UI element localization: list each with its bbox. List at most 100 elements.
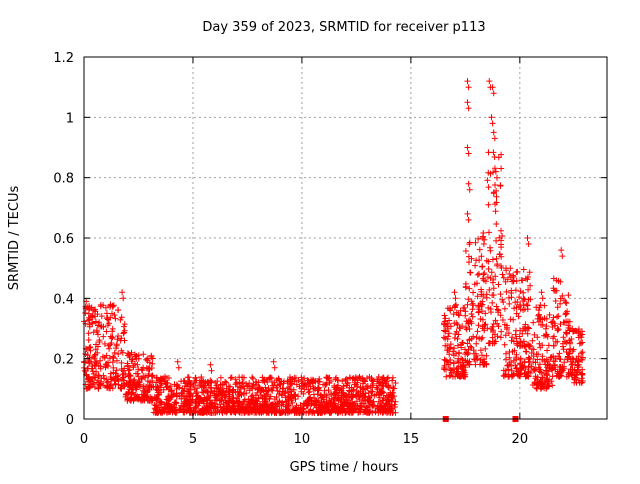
data-point (574, 362, 581, 369)
data-point (198, 374, 205, 380)
data-point (547, 354, 554, 361)
data-point (169, 409, 176, 416)
data-point (521, 343, 528, 350)
data-point (504, 324, 511, 331)
data-point (325, 387, 332, 394)
data-point (220, 403, 227, 410)
chart-title: Day 359 of 2023, SRMTID for receiver p11… (202, 20, 485, 35)
data-point (575, 329, 582, 335)
data-point (471, 281, 478, 288)
data-point (101, 375, 108, 382)
data-point (222, 378, 229, 385)
data-point (114, 357, 120, 364)
data-point (576, 340, 583, 347)
data-point (484, 177, 491, 184)
data-point (332, 376, 339, 383)
data-point (234, 380, 241, 387)
data-point (446, 372, 453, 379)
data-point (530, 366, 537, 372)
data-point (231, 405, 238, 412)
data-point (533, 304, 540, 311)
data-point (525, 286, 532, 293)
data-point (535, 364, 542, 371)
data-point (517, 288, 524, 295)
data-point (502, 332, 509, 339)
data-point (85, 357, 92, 364)
data-point (198, 383, 205, 390)
data-point (108, 340, 115, 346)
data-point (288, 397, 295, 404)
data-point (542, 325, 549, 332)
data-point (97, 357, 104, 364)
data-point (501, 341, 508, 348)
data-point (536, 340, 543, 347)
data-point (441, 321, 448, 328)
data-point (531, 379, 538, 386)
data-point (392, 409, 399, 416)
data-point (100, 333, 107, 340)
data-point (178, 395, 185, 402)
data-point (331, 384, 338, 391)
data-point (334, 409, 341, 416)
data-point (550, 275, 557, 282)
data-point (489, 256, 496, 263)
data-point (157, 400, 164, 407)
data-point (445, 361, 452, 368)
data-point (364, 385, 371, 392)
data-point (466, 326, 473, 332)
data-point (219, 391, 226, 398)
data-point (85, 330, 92, 337)
data-point (127, 372, 134, 379)
data-point (172, 406, 179, 413)
data-point (213, 384, 219, 391)
data-point (551, 320, 558, 327)
data-point (494, 333, 501, 340)
data-point (575, 334, 582, 341)
data-point (223, 379, 230, 386)
data-point (515, 313, 522, 320)
data-point (567, 339, 573, 346)
data-point (205, 393, 212, 400)
data-point (214, 378, 221, 385)
data-point (529, 337, 536, 344)
data-point (125, 372, 132, 379)
data-point (534, 356, 541, 363)
data-point (537, 344, 544, 351)
data-point (307, 408, 314, 415)
data-point (466, 259, 472, 266)
data-point (575, 358, 582, 365)
data-point (205, 380, 212, 387)
data-point (485, 304, 492, 311)
data-point (455, 349, 462, 356)
data-point (171, 391, 177, 398)
data-point (451, 335, 458, 341)
data-point (484, 274, 491, 281)
data-point (322, 408, 329, 415)
data-point (483, 360, 490, 367)
data-point (513, 269, 520, 276)
data-point (230, 386, 237, 393)
data-point (478, 291, 485, 298)
data-point (114, 336, 121, 343)
data-point (557, 300, 564, 307)
data-point (449, 367, 456, 374)
data-point (486, 78, 493, 85)
data-point (336, 387, 343, 394)
data-point (101, 340, 108, 347)
data-point (498, 227, 504, 234)
data-point (324, 404, 331, 411)
data-point (503, 356, 509, 363)
data-point (565, 318, 571, 325)
data-point (544, 362, 551, 369)
data-point (517, 302, 524, 308)
data-point (132, 391, 139, 398)
data-point (491, 135, 498, 142)
data-point (217, 381, 224, 388)
data-point (187, 409, 194, 416)
data-point (358, 404, 365, 411)
data-point (482, 278, 489, 285)
data-point (543, 356, 550, 363)
data-point (535, 318, 542, 325)
data-point (562, 329, 569, 336)
